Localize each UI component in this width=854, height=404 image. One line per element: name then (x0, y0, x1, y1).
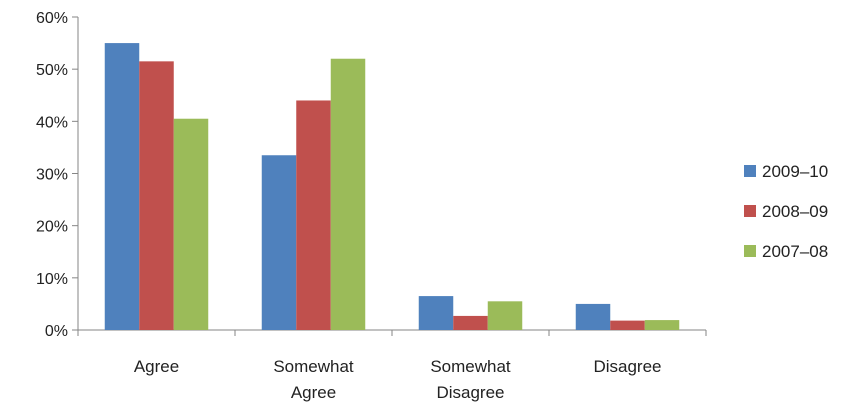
bar-1-2 (330, 58, 366, 330)
y-tick-label: 20% (36, 219, 68, 236)
bar-2-1 (453, 315, 488, 330)
x-tick-label-line: Somewhat (273, 357, 354, 376)
bar-1-0 (261, 155, 297, 330)
bar-3-0 (575, 303, 611, 330)
x-tick-label: Agree (134, 357, 179, 376)
legend-swatch (744, 205, 756, 217)
bar-0-1 (139, 61, 174, 330)
bar-3-1 (610, 320, 645, 330)
y-tick-label: 50% (36, 62, 68, 79)
bar-3-2 (644, 320, 680, 330)
legend-label: 2008–09 (762, 202, 828, 221)
legend-swatch (744, 165, 756, 177)
y-tick-label: 10% (36, 271, 68, 288)
x-tick-label-line: Somewhat (430, 357, 511, 376)
y-tick-label: 30% (36, 167, 68, 184)
bar-2-0 (418, 296, 454, 330)
x-tick-label: Somewhat Agree (273, 357, 354, 402)
y-axis: 0% 10% 20% 30% 40% 50% 60% (36, 10, 79, 340)
bar-0-2 (173, 118, 209, 330)
legend-label: 2009–10 (762, 162, 828, 181)
legend: 2009–10 2008–09 2007–08 (744, 162, 828, 261)
x-tick-label-line: Disagree (436, 383, 504, 402)
y-tick-label: 60% (36, 10, 68, 27)
x-tick-label-line: Disagree (593, 357, 661, 376)
x-tick-label: Somewhat Disagree (430, 357, 511, 402)
y-tick-label: 40% (36, 114, 68, 131)
bar-0-0 (104, 43, 140, 330)
legend-label: 2007–08 (762, 242, 828, 261)
x-tick-label-line: Agree (291, 383, 336, 402)
x-axis: Agree Somewhat Agree Somewhat Disagree Disagr… (77, 329, 707, 402)
x-tick-label-line: Agree (134, 357, 179, 376)
bar-2-2 (487, 301, 523, 330)
bar-1-1 (296, 100, 331, 330)
legend-swatch (744, 245, 756, 257)
x-tick-label: Disagree (593, 357, 661, 376)
y-tick-label: 0% (45, 323, 68, 340)
bars (104, 43, 680, 330)
